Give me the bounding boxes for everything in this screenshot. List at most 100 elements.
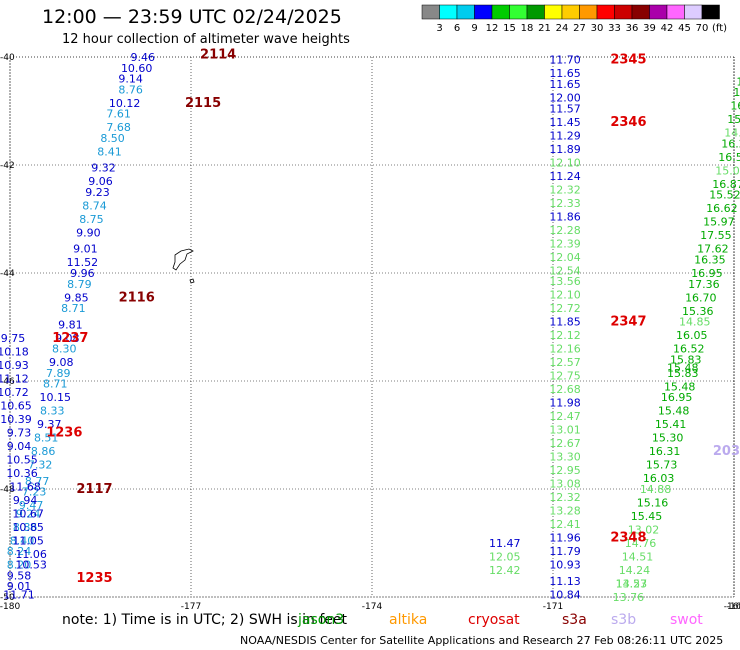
wave-height-value: 11.12 [0, 372, 29, 385]
wave-height-value: 11.98 [549, 397, 581, 410]
wave-height-value: 8.71 [61, 302, 86, 315]
scale-label: 24 [556, 23, 569, 34]
wave-height-value: 13.76 [613, 591, 645, 604]
wave-height-value: 14.76 [625, 537, 657, 550]
wave-height-value: 8.33 [40, 405, 65, 418]
lon-tick-label: -171 [543, 602, 563, 610]
wave-height-value: 9.73 [7, 426, 32, 439]
wave-height-value: 11.52 [67, 256, 99, 269]
scale-unit: (ft) [712, 23, 727, 34]
pass-time-tag: 2114 [200, 47, 236, 62]
wave-height-value: 7.68 [106, 121, 131, 134]
wave-height-value: 10.72 [0, 386, 29, 399]
wave-height-value: 15.16 [637, 497, 669, 510]
wave-height-value: 10.36 [6, 467, 38, 480]
wave-height-value: 10.15 [40, 391, 72, 404]
wave-height-value: 12.75 [549, 370, 581, 383]
scale-label: 42 [661, 23, 674, 34]
wave-height-value: 10.85 [12, 521, 44, 534]
wave-height-value: 12.95 [549, 464, 581, 477]
wave-height-value: 8.86 [13, 521, 38, 534]
lat-tick-label: -48 [0, 485, 15, 495]
wave-height-value: 12.68 [549, 383, 581, 396]
wave-height-value: 9.32 [91, 162, 116, 175]
satellite-legend-item: altika [389, 612, 428, 628]
wave-height-value: 12.41 [549, 518, 581, 531]
wave-height-value: 16.05 [676, 329, 708, 342]
wave-height-value: 13.02 [628, 524, 660, 537]
wave-height-value: 15.48 [664, 380, 696, 393]
wave-height-value: 7.89 [46, 367, 71, 380]
wave-height-value: 11.06 [15, 548, 47, 561]
wave-height-value: 13.57 [616, 578, 648, 591]
wave-height-value: 15.45 [631, 510, 663, 523]
wave-height-value: 15.83 [667, 367, 699, 380]
scale-label: 27 [573, 23, 586, 34]
wave-height-value: 11.79 [549, 545, 581, 558]
wave-height-value: 12.57 [549, 356, 581, 369]
wave-height-value: 16.95 [661, 391, 693, 404]
wave-height-value: 12.28 [549, 224, 581, 237]
wave-height-value: 10.53 [15, 559, 47, 572]
scale-swatch [701, 4, 720, 20]
wave-height-value: 15.83 [670, 353, 702, 366]
wave-height-value: 15.48 [667, 362, 699, 375]
wave-height-value: 16.62 [706, 202, 738, 215]
wave-height-value: 16.95 [691, 267, 723, 280]
map-grid [9, 56, 735, 598]
satellite-legend-item: jason3 [298, 612, 345, 628]
scale-label: 6 [454, 23, 460, 34]
wave-height-map: -40 -42 -44 -46 -48 -50-180 -177 -174 -171 -168-1… [0, 47, 740, 610]
wave-height-value: 9.04 [7, 440, 32, 453]
wave-height-value: 12.54 [549, 264, 581, 277]
scale-label: 9 [471, 23, 477, 34]
wave-height-value: 9.94 [13, 494, 38, 507]
wave-height-value: 12.10 [549, 289, 581, 302]
map-title: 12:00 — 23:59 UTC 02/24/2025 [42, 6, 342, 28]
wave-height-value: 12.04 [549, 251, 581, 264]
wave-height-value: 11.29 [549, 129, 581, 142]
wave-height-value: 12.32 [549, 491, 581, 504]
wave-height-value: 12.32 [549, 183, 581, 196]
wave-height-value: 12.67 [549, 437, 581, 450]
wave-height-value: 9.08 [49, 356, 74, 369]
lat-tick-label: -46 [0, 377, 15, 387]
wave-height-value: 15.48 [658, 405, 690, 418]
wave-height-value: 8.74 [82, 200, 107, 213]
scale-label: 45 [678, 23, 691, 34]
wave-height-value: 8.86 [31, 445, 56, 458]
wave-height-value: 9.37 [37, 418, 62, 431]
wave-height-value: 15.73 [646, 459, 678, 472]
wave-height-value: 15.97 [703, 216, 735, 229]
satellite-legend-item: swot [670, 612, 703, 628]
wave-height-value: 16.03 [643, 472, 675, 485]
wave-height-value: 14.24 [619, 564, 651, 577]
footer-note: note: 1) Time is in UTC; 2) SWH is in fe… [62, 612, 348, 628]
wave-height-value: 8.24 [7, 545, 32, 558]
wave-height-value: 9.06 [88, 175, 113, 188]
wave-height-value: 9.08 [55, 332, 80, 345]
pass-time-tag: 2116 [119, 290, 155, 305]
pass-time-tag: 2038 [713, 444, 740, 459]
wave-height-value: 9.85 [64, 291, 89, 304]
satellite-legend-item: s3a [562, 612, 587, 628]
wave-height-value: 14.51 [622, 551, 654, 564]
wave-height-value: 11.96 [549, 532, 581, 545]
wave-height-value: 17.62 [697, 243, 729, 256]
wave-height-value: 7.61 [106, 108, 131, 121]
satellite-legend: jason3 altika cryosat s3a s3b swot [0, 612, 740, 630]
pass-time-tag: 1235 [76, 571, 112, 586]
wave-height-value: 10.18 [0, 345, 29, 358]
wave-height-value: 17.12 [736, 75, 740, 88]
wave-height-value: 15.41 [655, 418, 687, 431]
wave-height-value: 12.12 [549, 329, 581, 342]
wave-height-value: 11.65 [549, 78, 581, 91]
wave-height-value: 15.52 [709, 189, 740, 202]
pass-time-tag: 2346 [610, 115, 646, 130]
lon-tick-label: -168 [724, 602, 740, 610]
wave-height-value: 11.65 [549, 67, 581, 80]
wave-height-value: 7.32 [28, 459, 53, 472]
pass-time-tag: 1236 [46, 425, 82, 440]
wave-height-value: 16.70 [685, 291, 717, 304]
